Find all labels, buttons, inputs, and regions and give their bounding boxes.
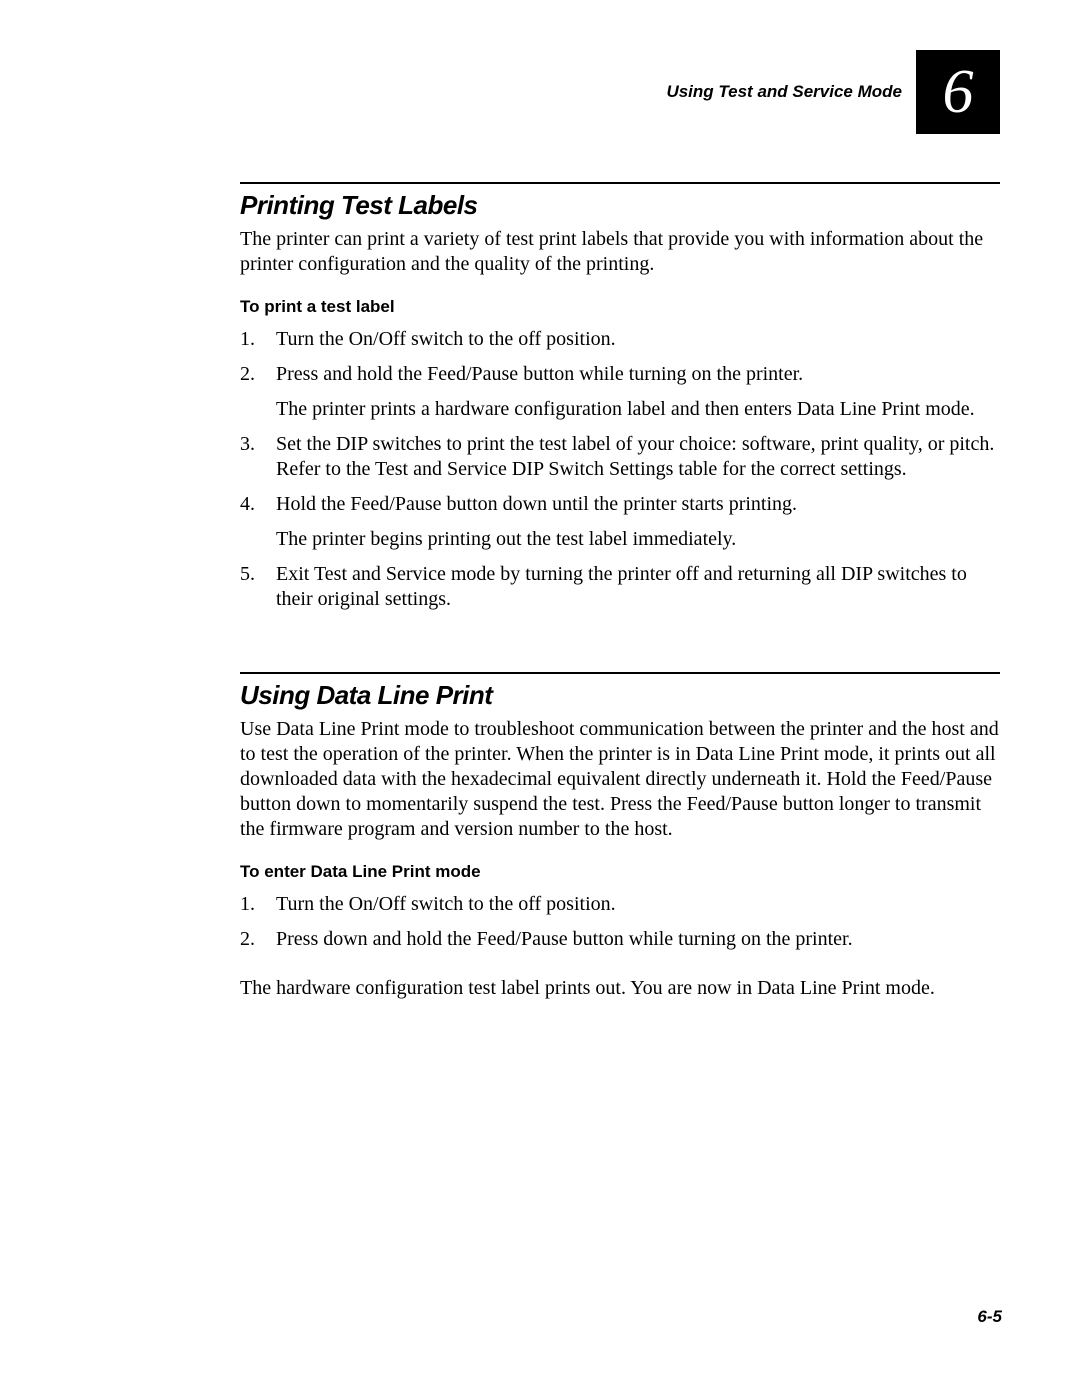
step-text: Exit Test and Service mode by turning th… xyxy=(276,563,967,610)
section-using-data-line-print: Using Data Line Print Use Data Line Prin… xyxy=(240,672,1000,1001)
procedure-result: The hardware configuration test label pr… xyxy=(240,976,1000,1001)
section-printing-test-labels: Printing Test Labels The printer can pri… xyxy=(240,182,1000,612)
step-text: Press and hold the Feed/Pause button whi… xyxy=(276,363,803,385)
step-note: The printer prints a hardware configurat… xyxy=(276,397,1000,422)
step: Turn the On/Off switch to the off positi… xyxy=(240,892,1000,917)
section-title: Printing Test Labels xyxy=(240,190,1000,221)
procedure-heading: To print a test label xyxy=(240,297,1000,317)
step-note: The printer begins printing out the test… xyxy=(276,527,1000,552)
step-text: Turn the On/Off switch to the off positi… xyxy=(276,893,616,915)
section-intro: The printer can print a variety of test … xyxy=(240,227,1000,277)
page-content: Using Test and Service Mode 6 Printing T… xyxy=(240,50,1000,1021)
procedure-steps: Turn the On/Off switch to the off positi… xyxy=(240,327,1000,612)
step: Turn the On/Off switch to the off positi… xyxy=(240,327,1000,352)
step: Press down and hold the Feed/Pause butto… xyxy=(240,927,1000,952)
procedure-heading: To enter Data Line Print mode xyxy=(240,862,1000,882)
section-rule xyxy=(240,182,1000,184)
section-rule xyxy=(240,672,1000,674)
step: Press and hold the Feed/Pause button whi… xyxy=(240,362,1000,422)
step-text: Press down and hold the Feed/Pause butto… xyxy=(276,928,853,950)
section-title: Using Data Line Print xyxy=(240,680,1000,711)
step-text: Turn the On/Off switch to the off positi… xyxy=(276,328,616,350)
chapter-number: 6 xyxy=(943,57,974,128)
step: Hold the Feed/Pause button down until th… xyxy=(240,492,1000,552)
step-text: Set the DIP switches to print the test l… xyxy=(276,433,994,480)
procedure-steps: Turn the On/Off switch to the off positi… xyxy=(240,892,1000,952)
section-intro: Use Data Line Print mode to troubleshoot… xyxy=(240,717,1000,842)
step: Set the DIP switches to print the test l… xyxy=(240,432,1000,482)
step: Exit Test and Service mode by turning th… xyxy=(240,562,1000,612)
running-title: Using Test and Service Mode xyxy=(666,82,902,102)
page-number: 6-5 xyxy=(977,1307,1002,1327)
chapter-number-box: 6 xyxy=(916,50,1000,134)
step-text: Hold the Feed/Pause button down until th… xyxy=(276,493,797,515)
running-header: Using Test and Service Mode 6 xyxy=(240,50,1000,134)
